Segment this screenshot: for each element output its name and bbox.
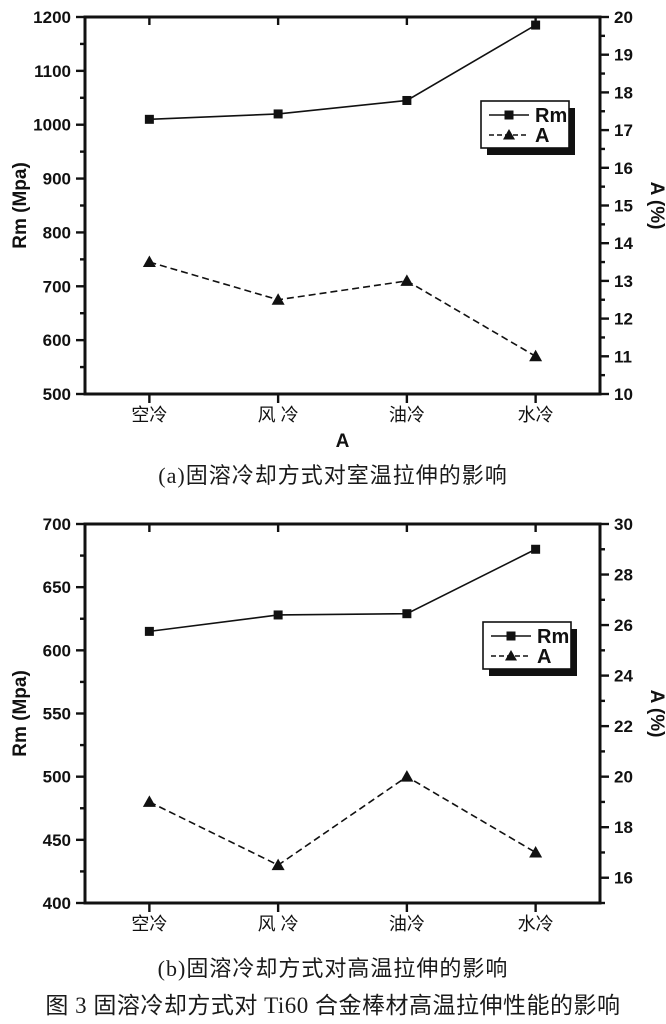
legend-box: [480, 100, 570, 149]
right-tick-label: 26: [614, 616, 633, 635]
series-A: [142, 770, 543, 871]
right-tick-label: 14: [614, 234, 633, 253]
series-Rm: [144, 544, 541, 636]
legend: RmA: [482, 621, 577, 676]
legend-triangle-marker: [505, 650, 517, 661]
square-marker: [144, 114, 154, 124]
axes: 400 450 500 550 600 650 700 16 18 20 22 24 26 28 30 空冷 风…: [10, 515, 666, 934]
left-tick-label: 700: [43, 515, 71, 534]
left-axis-title: Rm (Mpa): [10, 162, 31, 249]
legend-square-marker: [506, 631, 516, 641]
right-tick-label: 19: [614, 46, 633, 65]
right-tick-label: 18: [614, 818, 633, 837]
left-tick-label: 600: [43, 331, 71, 350]
right-tick-label: 12: [614, 310, 633, 329]
legend-square-marker: [504, 110, 514, 120]
square-marker: [144, 626, 154, 636]
triangle-marker: [271, 293, 285, 305]
triangle-marker: [529, 349, 543, 362]
chart-a-canvas: 5006007008009001000110012001011121314151…: [10, 8, 666, 452]
right-tick-label: 13: [614, 272, 633, 291]
left-tick-label: 700: [43, 277, 71, 296]
legend-box: [482, 621, 572, 670]
axes: 5006007008009001000110012001011121314151…: [10, 8, 666, 452]
right-tick-label: 24: [614, 667, 633, 686]
plot-frame: [83, 15, 602, 396]
right-tick-label: 18: [614, 83, 633, 102]
figure-caption: 图 3 固溶冷却方式对 Ti60 合金棒材高温拉伸性能的影响: [45, 993, 621, 1018]
left-tick-label: 600: [43, 641, 71, 660]
legend-entry-label: A: [537, 646, 551, 668]
right-axis-title: A (%): [646, 690, 666, 738]
left-tick-label: 500: [43, 768, 71, 787]
category-tick-label: 油冷: [389, 405, 425, 425]
square-marker: [273, 109, 283, 119]
left-tick-label: 900: [43, 170, 71, 189]
left-tick-label: 650: [43, 578, 71, 597]
triangle-marker: [400, 770, 414, 782]
right-tick-label: 30: [614, 515, 633, 534]
left-tick-label: 550: [43, 705, 71, 724]
left-tick-label: 800: [43, 223, 71, 242]
chart-a-caption: (a)固溶冷却方式对室温拉伸的影响: [158, 463, 508, 488]
category-tick-label: 空冷: [131, 405, 167, 425]
right-tick-label: 22: [614, 717, 633, 736]
chart-b-caption: (b)固溶冷却方式对高温拉伸的影响: [157, 956, 509, 981]
legend-triangle-marker: [503, 129, 515, 140]
right-tick-label: 20: [614, 8, 633, 27]
series-A: [142, 255, 543, 362]
category-axis: 空冷 风 冷 油冷 水冷: [131, 17, 554, 425]
legend: RmA: [480, 100, 575, 155]
square-marker: [531, 20, 541, 30]
category-tick-label: 水冷: [518, 914, 554, 934]
square-marker: [402, 609, 412, 619]
plot-frame: [83, 522, 602, 905]
triangle-marker: [529, 845, 543, 858]
right-axis: 16 18 20 22 24 26 28 30: [600, 515, 633, 905]
triangle-marker: [400, 274, 414, 286]
left-axis-title: Rm (Mpa): [10, 670, 31, 757]
right-tick-label: 17: [614, 121, 633, 140]
left-tick-label: 1000: [33, 116, 71, 135]
right-axis: 10 11 12 13 14 15 16 17 18 19 20: [600, 8, 633, 404]
left-axis: 400 450 500 550 600 650 700: [43, 515, 85, 913]
left-axis: 500 600 700 800 900 1000 1100 1200: [33, 8, 85, 404]
left-tick-label: 1100: [34, 62, 71, 81]
square-marker: [402, 95, 412, 105]
category-tick-label: 油冷: [389, 914, 425, 934]
right-tick-label: 11: [614, 347, 632, 366]
right-tick-label: 28: [614, 566, 633, 585]
left-tick-label: 450: [43, 831, 71, 850]
legend-entry-label: A: [535, 125, 549, 147]
category-axis: 空冷 风 冷 油冷 水冷: [131, 524, 554, 934]
left-tick-label: 500: [43, 385, 71, 404]
category-tick-label: 风 冷: [258, 914, 299, 934]
right-axis-title: A (%): [646, 182, 666, 230]
legend-entry-label: Rm: [537, 626, 569, 648]
x-axis-title: A: [336, 431, 350, 452]
legend-entry-label: Rm: [535, 105, 567, 127]
right-tick-label: 15: [614, 197, 633, 216]
left-tick-label: 400: [43, 894, 71, 913]
triangle-marker: [142, 255, 156, 268]
right-tick-label: 20: [614, 768, 633, 787]
category-tick-label: 空冷: [131, 914, 167, 934]
right-tick-label: 16: [614, 159, 633, 178]
triangle-marker: [271, 858, 285, 871]
right-tick-label: 10: [614, 385, 633, 404]
left-tick-label: 1200: [33, 8, 71, 27]
square-marker: [531, 544, 541, 554]
triangle-marker: [142, 795, 156, 807]
series-Rm: [144, 20, 541, 124]
category-tick-label: 水冷: [518, 405, 554, 425]
chart-b-canvas: 400 450 500 550 600 650 700 16 18 20 22 24 26 28 30 空冷 风…: [10, 515, 666, 934]
right-tick-label: 16: [614, 869, 633, 888]
square-marker: [273, 610, 283, 620]
category-tick-label: 风 冷: [258, 405, 299, 425]
